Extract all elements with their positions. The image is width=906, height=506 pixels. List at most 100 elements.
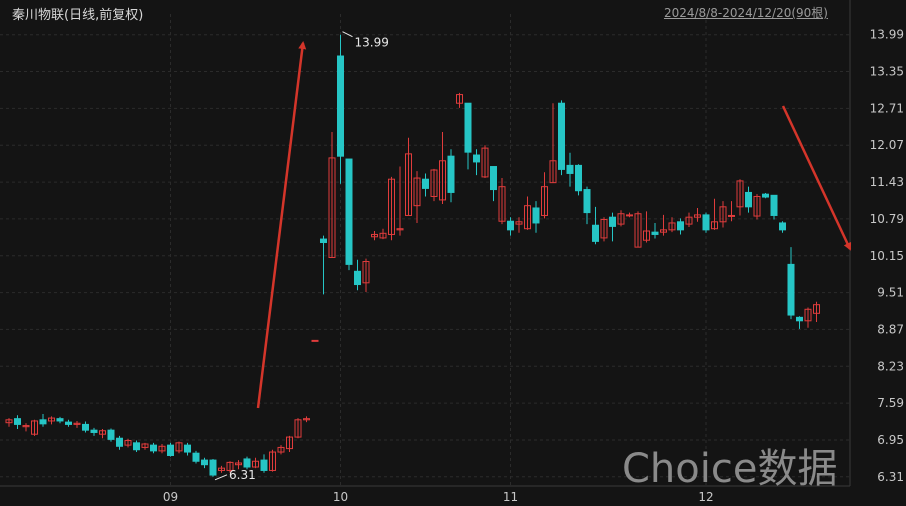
candle	[209, 458, 217, 477]
candle-body	[388, 178, 395, 235]
candle	[481, 145, 489, 179]
candle-body	[354, 270, 361, 286]
candle	[201, 457, 208, 469]
candle	[413, 171, 421, 223]
annotation-label: 13.99	[355, 36, 389, 50]
candle-body	[600, 218, 608, 239]
candle	[558, 100, 565, 176]
candle	[507, 217, 514, 236]
candle-body	[413, 177, 421, 207]
candle-body	[201, 459, 208, 466]
y-tick-label: 11.43	[870, 175, 904, 189]
candle-body	[549, 160, 557, 184]
candle-body	[82, 423, 89, 431]
date-range-link[interactable]: 2024/8/8-2024/12/20(90根)	[663, 6, 828, 20]
candle-body	[396, 228, 404, 231]
candle	[337, 34, 344, 184]
candle	[388, 176, 395, 241]
candle	[660, 214, 667, 236]
candle	[90, 427, 98, 436]
candle	[39, 414, 47, 427]
candle	[107, 428, 115, 442]
candle	[48, 416, 55, 425]
candle-body	[473, 154, 480, 163]
candle-body	[39, 419, 47, 425]
candle-body	[532, 207, 540, 224]
candle-body	[184, 444, 191, 453]
candle-body	[711, 221, 718, 230]
candle	[592, 206, 599, 245]
candle	[218, 465, 225, 473]
candle	[541, 172, 548, 219]
candle	[498, 178, 506, 225]
candle	[133, 440, 140, 453]
candle-body	[566, 164, 574, 174]
candle-body	[320, 238, 327, 244]
candle	[99, 429, 106, 439]
candle-body	[311, 339, 319, 342]
y-tick-label: 10.79	[870, 212, 904, 226]
candle-body	[218, 467, 225, 471]
candle-body	[753, 195, 761, 217]
candle-body	[643, 230, 650, 241]
candle	[464, 102, 472, 170]
candle	[235, 460, 242, 470]
y-tick-label: 9.51	[877, 286, 904, 300]
candle	[422, 173, 429, 197]
candle	[600, 217, 608, 242]
candle	[73, 420, 81, 428]
candle-body	[481, 147, 489, 178]
candle	[286, 435, 293, 453]
candle-body	[260, 459, 268, 471]
candle	[532, 201, 540, 233]
candle-body	[779, 222, 786, 231]
candle-body	[294, 419, 302, 438]
candle	[226, 461, 234, 473]
candle-body	[90, 429, 98, 433]
candle-body	[804, 308, 812, 322]
down-trend-arrow	[781, 105, 852, 251]
candle-body	[405, 153, 412, 216]
candle-body	[150, 444, 157, 452]
candle	[711, 198, 718, 230]
candle	[473, 149, 480, 176]
candle	[175, 441, 183, 454]
candle	[685, 212, 693, 227]
candle-body	[73, 422, 81, 425]
candle	[243, 456, 251, 470]
candle-body	[175, 442, 183, 452]
candle-body	[787, 263, 795, 316]
candle	[124, 438, 132, 448]
candle	[490, 166, 497, 202]
y-tick-label: 12.07	[870, 138, 904, 152]
candle	[651, 222, 659, 239]
candle-body	[133, 442, 140, 451]
candle	[634, 211, 642, 248]
candle-body	[634, 213, 642, 248]
y-tick-label: 12.71	[870, 101, 904, 115]
candle	[31, 419, 38, 436]
candle	[456, 92, 463, 108]
candle-body	[515, 221, 523, 225]
candle-body	[447, 155, 455, 193]
candle	[150, 442, 157, 454]
candle	[379, 228, 387, 240]
candle	[158, 443, 166, 454]
price-annotations: 13.99 6.31	[214, 31, 389, 482]
y-tick-label: 13.99	[870, 28, 904, 42]
annotation-leader	[342, 31, 353, 38]
candle	[762, 193, 769, 199]
candle	[575, 164, 582, 196]
candle	[617, 210, 625, 227]
candle-body	[362, 261, 370, 284]
candle	[804, 307, 812, 328]
candle-body	[167, 444, 174, 456]
candle	[745, 186, 752, 213]
candle-body	[277, 446, 285, 453]
candles	[5, 34, 820, 477]
candle-body	[430, 169, 438, 197]
candle	[5, 418, 13, 427]
candle	[447, 149, 455, 203]
candle	[796, 316, 803, 329]
